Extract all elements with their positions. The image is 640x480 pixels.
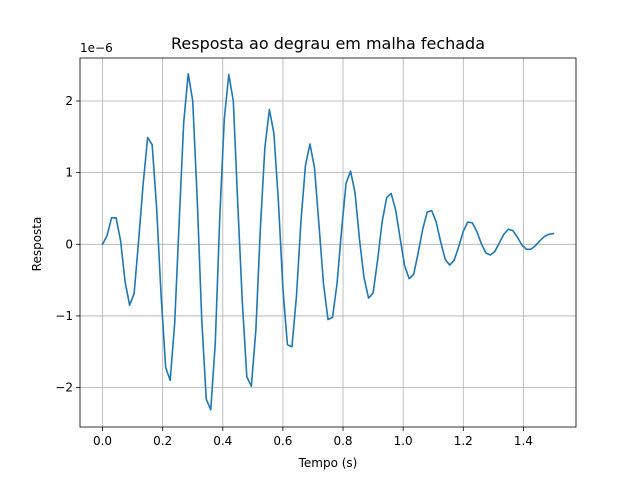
x-tick-label: 1.0	[394, 434, 413, 448]
x-tick-label: 0.2	[153, 434, 172, 448]
x-axis-ticks: 0.0 0.2 0.4 0.6 0.8 1.0 1.2 1.4	[93, 427, 533, 448]
y-tick-label: −1	[55, 309, 73, 323]
y-tick-label: −2	[55, 381, 73, 395]
x-tick-label: 0.0	[93, 434, 112, 448]
plot-area-border	[79, 57, 577, 428]
x-tick-label: 0.4	[213, 434, 232, 448]
y-axis-ticks: −2 −1 0 1 2	[55, 94, 80, 395]
y-tick-label: 2	[65, 94, 73, 108]
chart-title: Resposta ao degrau em malha fechada	[171, 34, 485, 53]
y-offset-label: 1e−6	[80, 41, 113, 55]
series-line-group	[101, 72, 555, 411]
x-tick-label: 0.8	[333, 434, 352, 448]
x-tick-label: 0.6	[273, 434, 292, 448]
x-tick-label: 1.2	[454, 434, 473, 448]
y-axis-label: Resposta	[30, 217, 44, 272]
x-axis-label: Tempo (s)	[298, 456, 358, 470]
y-tick-label: 1	[65, 166, 73, 180]
x-tick-label: 1.4	[514, 434, 533, 448]
y-tick-label: 0	[65, 237, 73, 251]
series-line	[101, 72, 555, 411]
